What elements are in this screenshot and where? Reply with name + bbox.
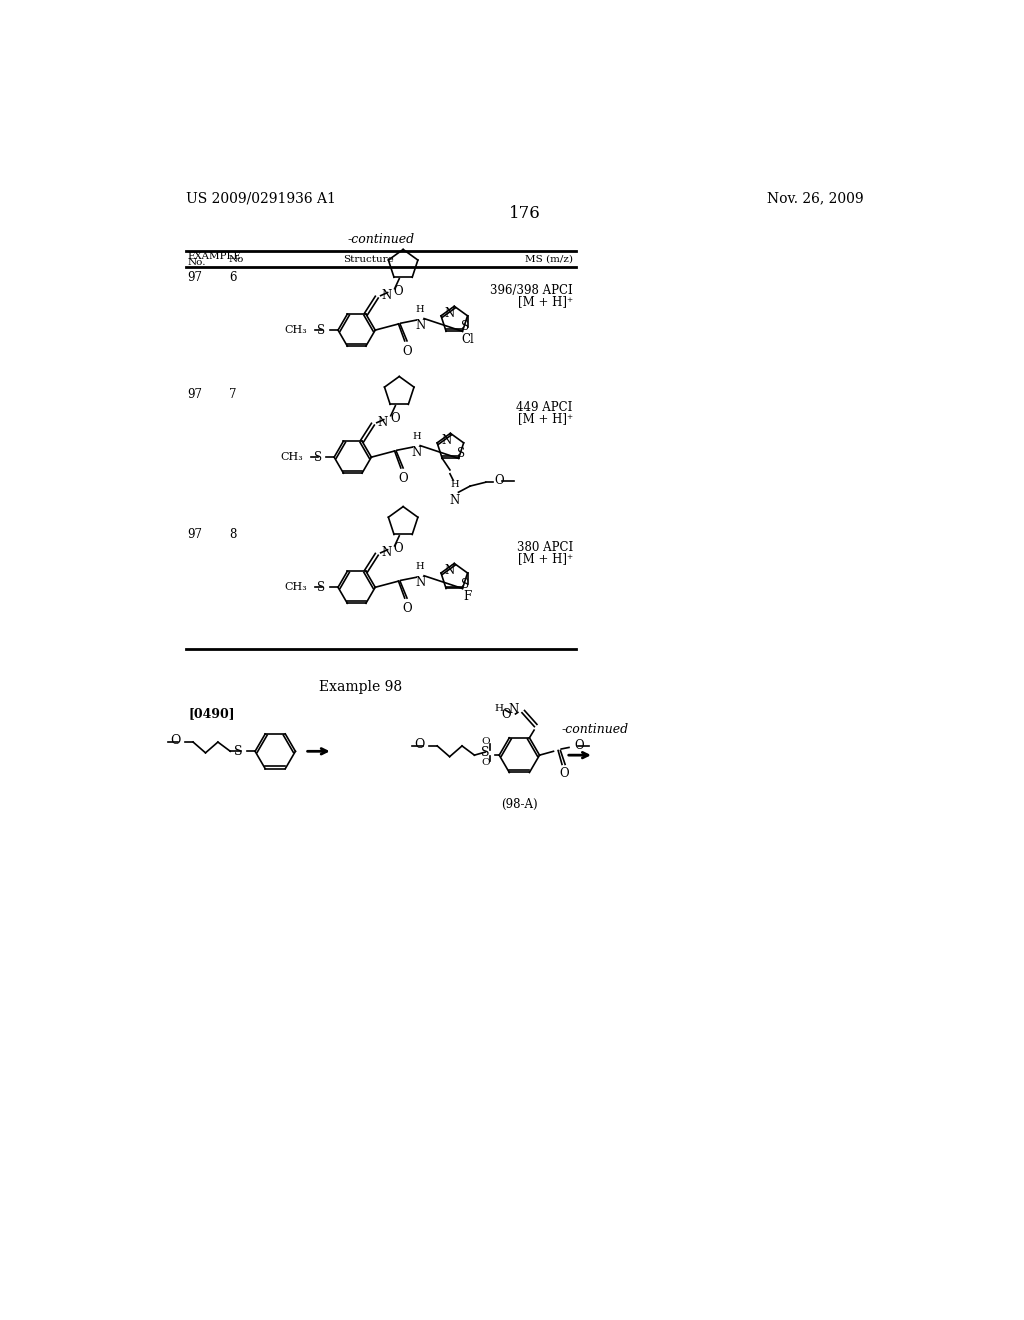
Text: 8: 8 [228, 528, 237, 541]
Text: [M + H]⁺: [M + H]⁺ [518, 552, 572, 565]
Text: O: O [574, 739, 584, 752]
Text: H: H [495, 704, 503, 713]
Text: 97: 97 [187, 388, 203, 401]
Text: MS (m/z): MS (m/z) [525, 255, 572, 264]
Text: O: O [494, 474, 504, 487]
Text: O: O [402, 602, 412, 615]
Text: No: No [228, 255, 244, 264]
Text: CH₃: CH₃ [285, 582, 307, 593]
Text: CH₃: CH₃ [281, 453, 303, 462]
Text: O: O [481, 737, 489, 746]
Text: F: F [464, 590, 472, 603]
Text: Nov. 26, 2009: Nov. 26, 2009 [767, 191, 863, 206]
Text: O: O [398, 471, 408, 484]
Text: No.: No. [187, 257, 206, 267]
Text: N: N [378, 416, 388, 429]
Text: H: H [412, 432, 421, 441]
Text: N: N [441, 434, 452, 447]
Text: -continued: -continued [562, 723, 629, 735]
Text: O: O [394, 285, 403, 297]
Text: S: S [313, 450, 322, 463]
Text: O: O [170, 734, 180, 747]
Text: S: S [461, 321, 469, 334]
Text: 97: 97 [187, 271, 203, 284]
Text: N: N [381, 546, 391, 560]
Text: S: S [458, 447, 465, 461]
Text: 6: 6 [228, 271, 237, 284]
Text: 449 APCI: 449 APCI [516, 401, 572, 414]
Text: [M + H]⁺: [M + H]⁺ [518, 294, 572, 308]
Text: 396/398 APCI: 396/398 APCI [490, 284, 572, 297]
Text: -continued: -continued [347, 234, 415, 246]
Text: N: N [381, 289, 391, 302]
Text: [0490]: [0490] [188, 708, 236, 721]
Text: O: O [394, 541, 403, 554]
Text: O: O [402, 345, 412, 358]
Text: [M + H]⁺: [M + H]⁺ [518, 412, 572, 425]
Text: O: O [415, 738, 425, 751]
Text: N: N [450, 494, 460, 507]
Text: H: H [416, 305, 425, 314]
Text: S: S [317, 581, 326, 594]
Text: 7: 7 [228, 388, 237, 401]
Text: (98-A): (98-A) [501, 797, 538, 810]
Text: S: S [461, 578, 469, 590]
Text: N: N [412, 446, 422, 458]
Text: N: N [444, 564, 455, 577]
Text: O: O [390, 412, 399, 425]
Text: O: O [501, 709, 511, 721]
Text: EXAMPLE: EXAMPLE [187, 252, 242, 260]
Text: N: N [508, 702, 518, 715]
Text: N: N [415, 318, 425, 331]
Text: 176: 176 [509, 206, 541, 222]
Text: Structure: Structure [343, 255, 393, 264]
Text: US 2009/0291936 A1: US 2009/0291936 A1 [186, 191, 336, 206]
Text: 97: 97 [187, 528, 203, 541]
Text: H: H [451, 480, 459, 490]
Text: H: H [416, 562, 425, 572]
Text: Cl: Cl [461, 333, 474, 346]
Text: N: N [444, 308, 455, 319]
Text: 380 APCI: 380 APCI [516, 541, 572, 554]
Text: Example 98: Example 98 [318, 680, 402, 694]
Text: S: S [234, 744, 243, 758]
Text: O: O [481, 759, 489, 767]
Text: CH₃: CH₃ [285, 325, 307, 335]
Text: N: N [415, 576, 425, 589]
Text: S: S [317, 323, 326, 337]
Text: S: S [481, 746, 489, 759]
Text: O: O [559, 767, 569, 780]
